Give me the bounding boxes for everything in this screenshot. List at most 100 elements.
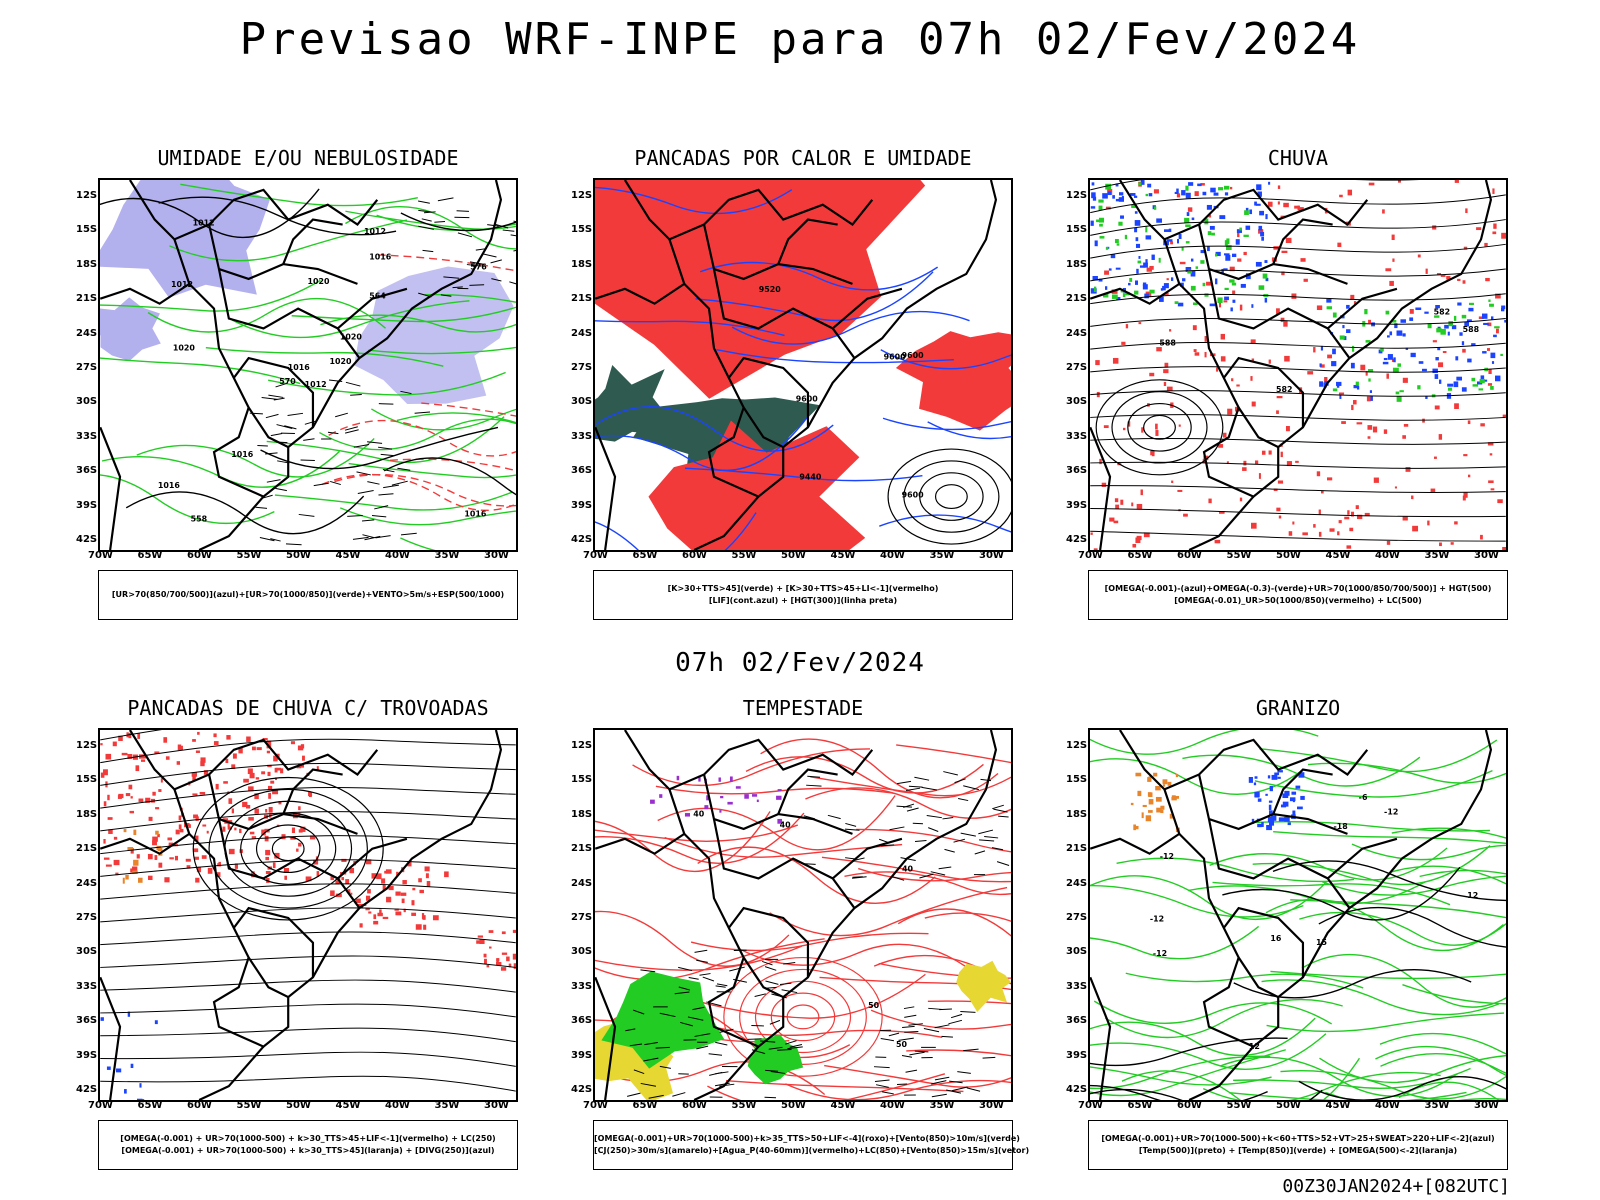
lat-tick-label: 27S — [76, 912, 98, 923]
lat-tick-label: 24S — [571, 877, 593, 889]
contour-label: 9520 — [759, 285, 782, 294]
lon-tick-label: 40W — [880, 1100, 905, 1111]
lat-tick-label: 15S — [571, 774, 593, 786]
thunderstorm-cells — [486, 965, 490, 968]
rain-green-cells — [1392, 367, 1399, 373]
rain-red-cells — [1229, 186, 1233, 190]
rain-green-cells — [1224, 287, 1229, 290]
rain-red-cells — [1140, 489, 1143, 496]
thunderstorm-cells — [411, 900, 415, 906]
thunderstorm-cells — [444, 871, 449, 878]
thunderstorm-cells — [309, 835, 316, 840]
wind-850-area — [747, 1034, 804, 1085]
rain-blue-cells — [1261, 236, 1264, 241]
hail-cells — [1257, 823, 1262, 828]
legend-line: [CJ(250)>30m/s](amarelo)+[Agua_P(40-60mm… — [594, 1146, 1030, 1155]
rain-green-cells — [1326, 306, 1333, 310]
rain-red-cells — [1220, 356, 1226, 362]
lat-tick-label: 36S — [571, 465, 593, 477]
rain-red-cells — [1373, 477, 1379, 483]
hail-cells — [1289, 797, 1296, 802]
thunderstorm-cells — [345, 879, 350, 885]
rain-red-cells — [1132, 543, 1137, 548]
rain-red-cells — [1204, 336, 1207, 342]
omega-cells — [1148, 810, 1153, 813]
thunderstorm-cells — [330, 876, 334, 881]
convective-area-red — [895, 331, 1011, 431]
thunderstorm-cells — [407, 861, 412, 867]
hail-cells — [1261, 822, 1264, 827]
rain-green-cells — [1494, 326, 1500, 329]
rain-red-cells — [1484, 242, 1488, 247]
rain-red-cells — [1411, 495, 1414, 500]
thunderstorm-cells — [218, 861, 221, 867]
rain-blue-cells — [1202, 191, 1207, 196]
thunderstorm-cells — [165, 756, 170, 760]
model-run-label: 00Z30JAN2024+[082UTC] — [1282, 1176, 1510, 1197]
thunderstorm-cells — [273, 755, 278, 762]
rain-red-cells — [1302, 532, 1308, 536]
hail-cells — [1282, 801, 1289, 807]
rain-blue-cells — [1346, 304, 1350, 309]
thunderstorm-cells — [246, 736, 251, 742]
thunderstorm-cells — [107, 794, 110, 801]
thunderstorm-cells — [129, 810, 135, 814]
lat-tick-label: 15S — [1066, 774, 1088, 786]
omega-cells — [1147, 792, 1152, 797]
thunderstorm-cells — [403, 908, 406, 913]
rain-red-cells — [1454, 403, 1459, 409]
rain-green-cells — [1099, 236, 1105, 239]
rain-blue-cells — [1187, 266, 1192, 270]
thunderstorm-cells — [137, 733, 141, 739]
rain-green-cells — [1158, 257, 1161, 263]
rain-red-cells — [1457, 278, 1461, 282]
rain-blue-cells — [1468, 307, 1474, 312]
lat-tick-label: 42S — [76, 534, 98, 545]
rain-red-cells — [1349, 527, 1354, 532]
thunderstorm-cells — [261, 771, 266, 775]
rain-red-cells — [1250, 376, 1253, 381]
rain-blue-cells — [1177, 302, 1184, 307]
rain-blue-cells — [1245, 273, 1251, 280]
rain-red-cells — [1502, 414, 1506, 418]
rain-red-cells — [1351, 511, 1355, 517]
rain-blue-cells — [1456, 376, 1462, 381]
thunderstorm-cells — [213, 733, 217, 738]
rain-green-cells — [1187, 271, 1193, 274]
lon-tick-label: 40W — [1375, 1100, 1400, 1111]
legend-chuva: [OMEGA(-0.001)-(azul)+OMEGA(-0.3)-(verde… — [1088, 570, 1508, 620]
severe-cells — [650, 799, 655, 804]
divergence-cells — [127, 1011, 131, 1017]
rain-red-cells — [1365, 370, 1368, 376]
rain-green-cells — [1479, 378, 1485, 384]
thunderstorm-cells — [349, 867, 355, 874]
rain-red-cells — [1285, 426, 1290, 432]
rain-blue-cells — [1268, 181, 1271, 185]
thunderstorm-cells — [265, 808, 268, 813]
contour-label: 16 — [1270, 934, 1282, 943]
rain-red-cells — [1136, 535, 1142, 541]
omega-cells — [1175, 773, 1179, 778]
lat-tick-label: 39S — [571, 499, 593, 511]
rain-green-cells — [1436, 328, 1442, 333]
thunderstorm-cells — [316, 766, 319, 770]
lat-tick-label: 39S — [571, 1049, 593, 1061]
lon-tick-label: 50W — [781, 1100, 806, 1111]
rain-red-cells — [1192, 325, 1197, 331]
thunderstorm-cells — [368, 911, 372, 914]
rain-blue-cells — [1156, 218, 1162, 223]
wind-850-area — [601, 971, 725, 1069]
rain-red-cells — [1194, 352, 1200, 356]
hail-cells — [1268, 800, 1273, 803]
rain-blue-cells — [1107, 191, 1112, 196]
hail-cells — [1267, 775, 1271, 779]
thunderstorm-cells — [113, 836, 118, 840]
rain-red-cells — [1254, 460, 1259, 465]
rain-blue-cells — [1215, 278, 1218, 285]
rain-green-cells — [1202, 282, 1206, 287]
rain-red-cells — [1285, 237, 1292, 244]
lon-tick-label: 45W — [335, 1100, 361, 1111]
thunderstorm-cells — [270, 780, 275, 784]
rain-green-cells — [1224, 240, 1228, 246]
rain-blue-cells — [1144, 293, 1149, 299]
